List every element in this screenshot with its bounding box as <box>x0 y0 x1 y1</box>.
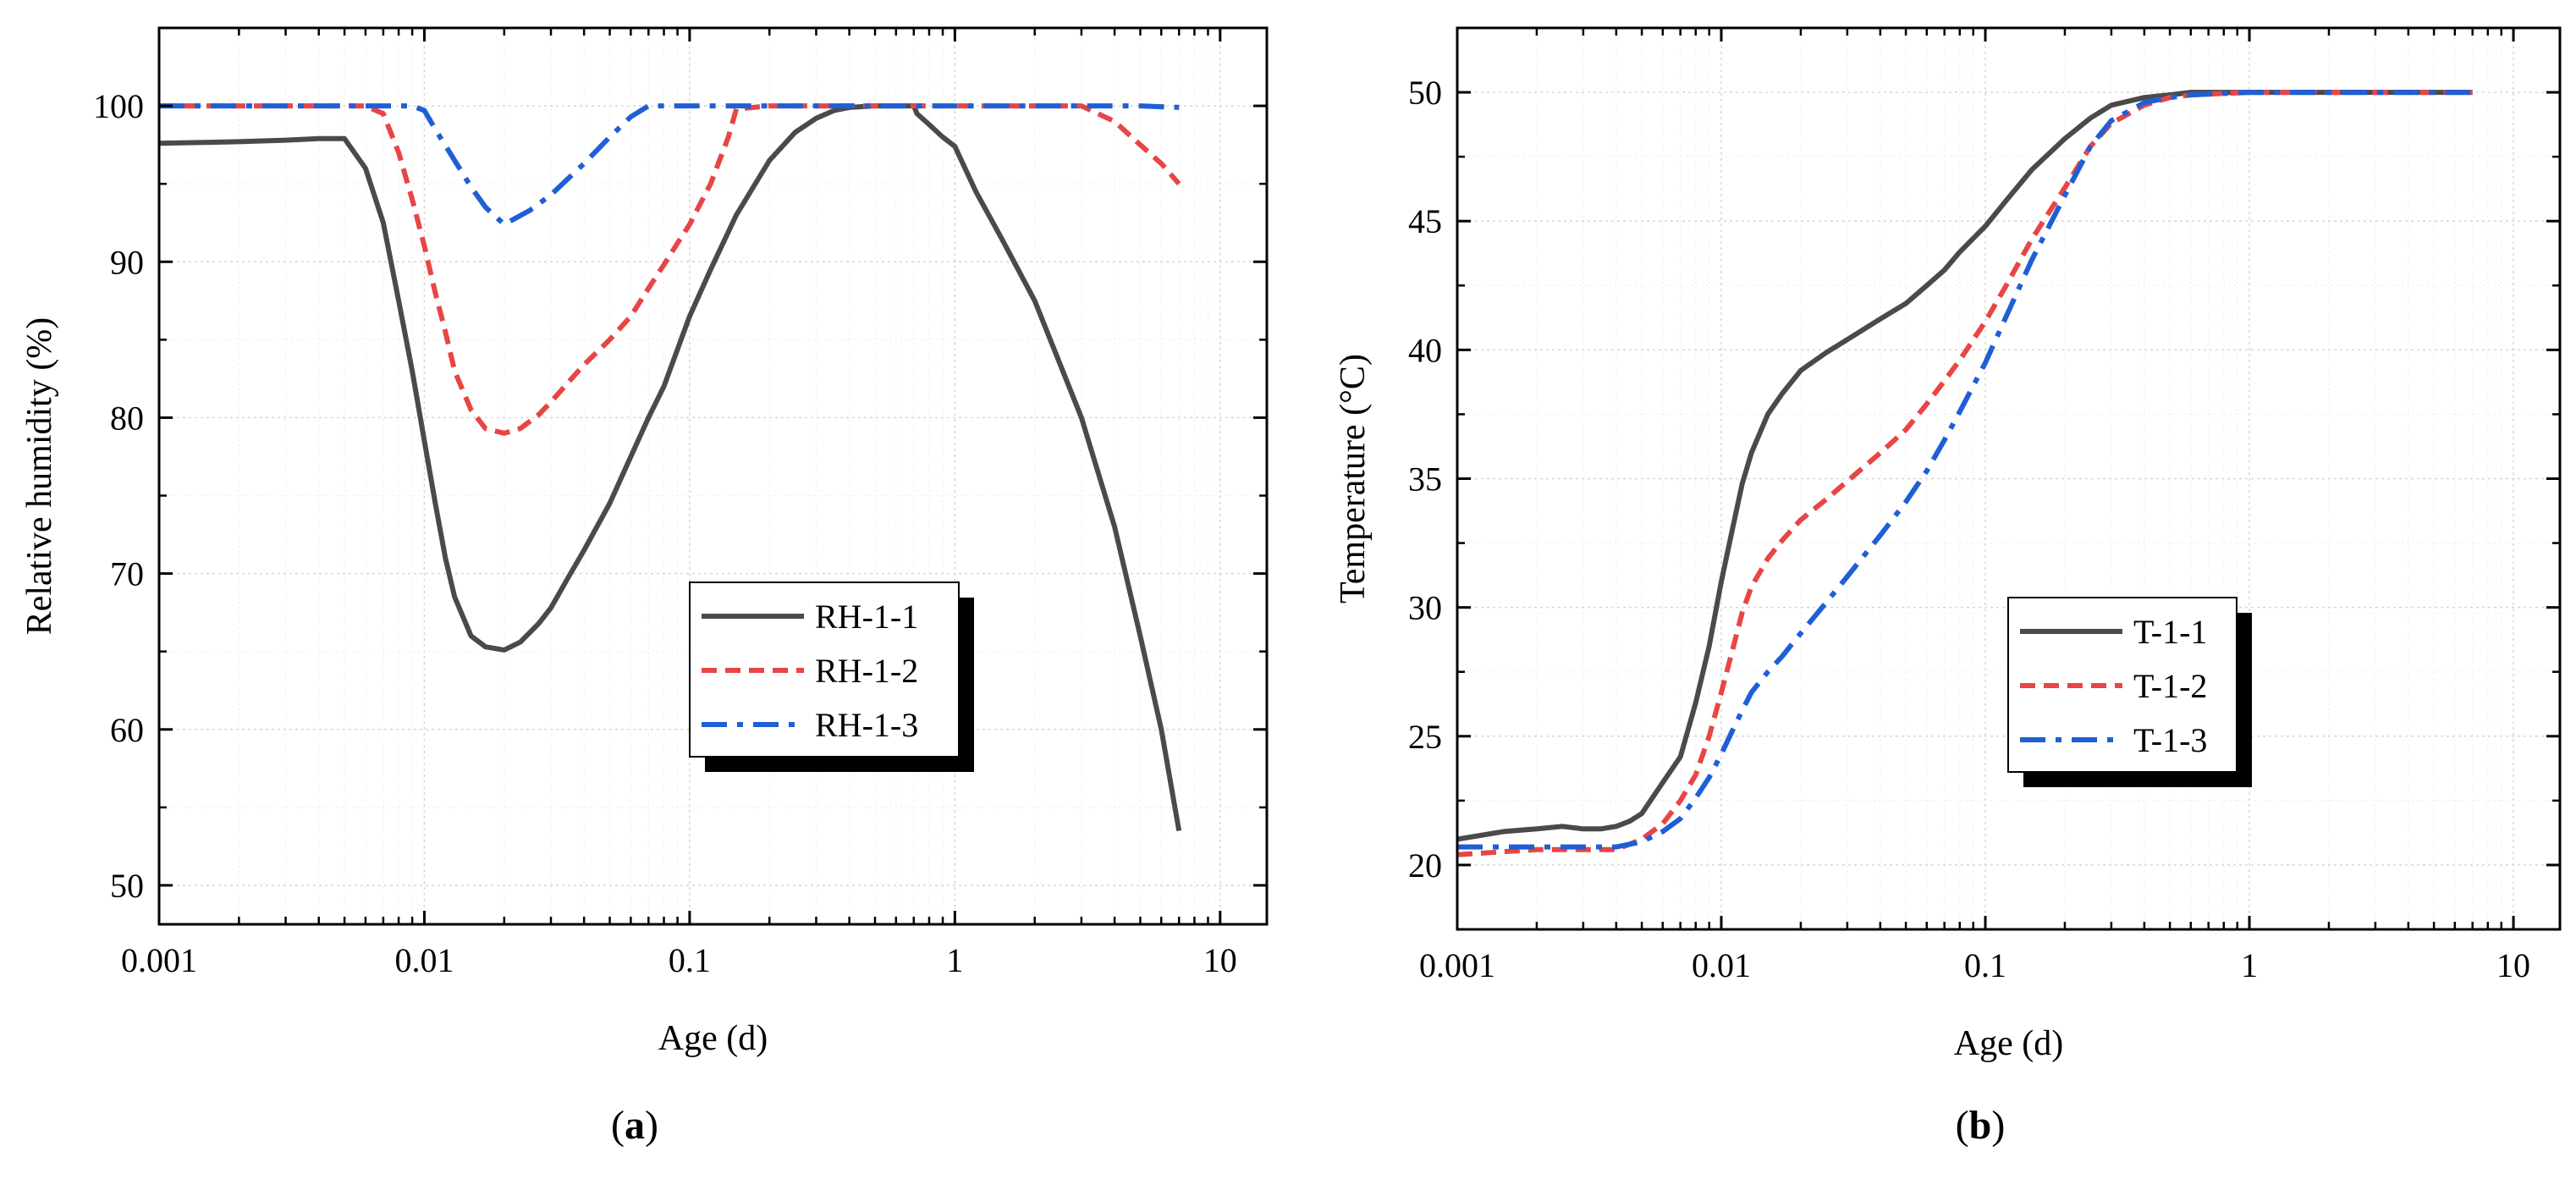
panel-label-letter: a <box>625 1103 645 1148</box>
series-line-RH-1-2 <box>159 103 1181 436</box>
y-axis-title: Temperature (°C) <box>1334 354 1373 604</box>
x-tick-label: 0.01 <box>1692 946 1751 984</box>
y-tick-label: 45 <box>1408 202 1442 240</box>
y-tick-label: 40 <box>1408 331 1442 369</box>
panel-label: (a) <box>611 1103 658 1148</box>
legend-label-RH-1-3: RH-1-3 <box>815 706 918 744</box>
panel-label-open: ( <box>1956 1103 1969 1148</box>
x-tick-label: 0.001 <box>121 941 197 979</box>
x-tick-label: 0.001 <box>1419 946 1495 984</box>
x-tick-label: 1 <box>2241 946 2258 984</box>
y-tick-label: 25 <box>1408 718 1442 756</box>
y-tick-label: 90 <box>110 243 144 281</box>
legend-label-T-1-2: T-1-2 <box>2133 667 2207 705</box>
x-tick-label: 10 <box>2496 946 2530 984</box>
panel-label-close: ) <box>1991 1103 2005 1148</box>
x-axis-title: Age (d) <box>1954 1024 2063 1063</box>
panel-label-letter: b <box>1969 1103 1992 1148</box>
series-line-RH-1-3 <box>159 103 1180 228</box>
legend: RH-1-1 RH-1-2 RH-1-3 <box>689 581 974 772</box>
panel-label-open: ( <box>611 1103 625 1148</box>
y-tick-label: 100 <box>93 87 144 125</box>
x-axis: 0.001 0.01 0.1 1 10 Age (d) <box>1419 28 2530 1063</box>
x-tick-label: 1 <box>946 941 963 979</box>
series-line-T-1-3 <box>1457 90 2473 850</box>
grid-lines <box>159 28 1267 924</box>
data-series <box>1456 90 2473 857</box>
x-tick-label: 0.1 <box>669 941 711 979</box>
legend: T-1-1 T-1-2 T-1-3 <box>2007 597 2252 787</box>
series-line-RH-1-1 <box>158 103 1182 832</box>
panel-label: (b) <box>1956 1103 2006 1148</box>
chart-panel-a: 0.001 0.01 0.1 1 10 Age (d) 50 60 70 80 90 100 Relat… <box>20 26 1269 1148</box>
x-tick-label: 10 <box>1203 941 1237 979</box>
y-tick-label: 70 <box>110 555 144 593</box>
x-tick-label: 0.1 <box>1964 946 2006 984</box>
y-axis: 20 25 30 35 40 45 50 Temperature (°C) <box>1334 74 2560 885</box>
y-axis-title: Relative humidity (%) <box>20 317 59 636</box>
panel-label-close: ) <box>645 1103 658 1148</box>
y-tick-label: 50 <box>110 867 144 905</box>
grid-lines <box>1457 28 2560 929</box>
y-tick-label: 35 <box>1408 460 1442 499</box>
x-tick-label: 0.01 <box>394 941 454 979</box>
series-line-T-1-2 <box>1456 90 2473 857</box>
data-series <box>158 103 1182 832</box>
legend-label-RH-1-2: RH-1-2 <box>815 652 918 690</box>
y-tick-label: 30 <box>1408 589 1442 627</box>
legend-label-T-1-1: T-1-1 <box>2133 613 2207 651</box>
y-tick-label: 80 <box>110 399 144 437</box>
series-line-T-1-1 <box>1456 90 2473 842</box>
y-tick-label: 20 <box>1408 846 1442 885</box>
plot-frame <box>157 26 1269 926</box>
y-tick-label: 60 <box>110 711 144 749</box>
chart-panel-b: 0.001 0.01 0.1 1 10 Age (d) 20 25 30 35 40 45 50 Temp… <box>1334 26 2562 1148</box>
y-tick-label: 50 <box>1408 74 1442 112</box>
x-axis-title: Age (d) <box>658 1019 768 1058</box>
legend-label-RH-1-1: RH-1-1 <box>815 598 918 636</box>
x-axis: 0.001 0.01 0.1 1 10 Age (d) <box>121 28 1237 1058</box>
legend-label-T-1-3: T-1-3 <box>2133 721 2207 759</box>
y-axis: 50 60 70 80 90 100 Relative humidity (%) <box>20 87 1267 905</box>
